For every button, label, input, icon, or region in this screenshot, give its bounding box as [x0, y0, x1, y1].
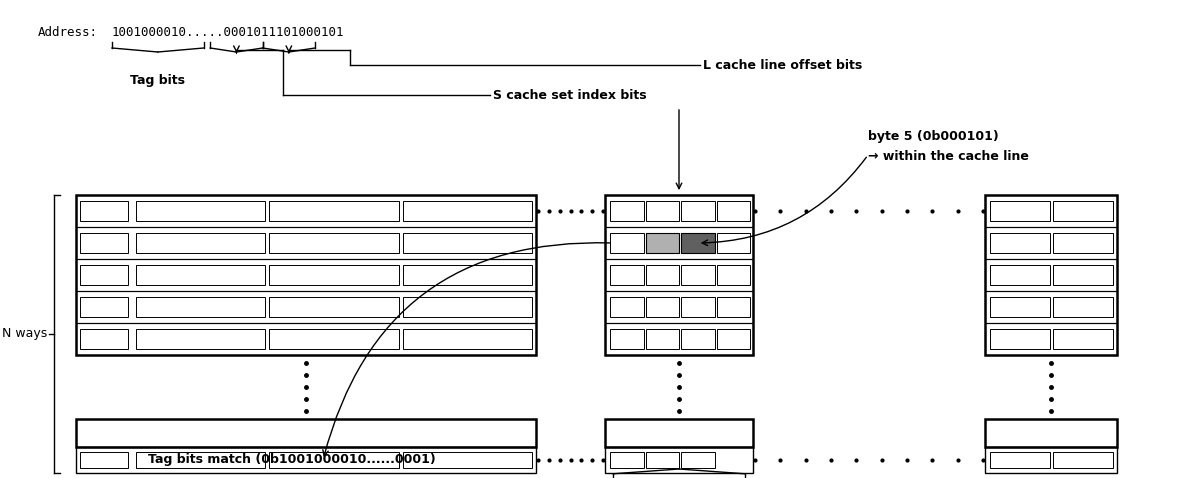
Bar	[270, 297, 399, 317]
Bar	[1053, 297, 1113, 317]
Bar	[605, 291, 753, 323]
Bar	[402, 452, 533, 468]
Bar	[76, 419, 536, 447]
Bar	[990, 297, 1050, 317]
Bar	[985, 447, 1118, 473]
Bar	[716, 201, 750, 221]
Bar	[402, 297, 533, 317]
Text: N ways: N ways	[1, 327, 47, 340]
Bar	[1053, 265, 1113, 285]
Bar	[716, 265, 750, 285]
Bar	[136, 329, 265, 349]
Bar	[76, 259, 536, 291]
Bar	[402, 329, 533, 349]
Text: Address:: Address:	[38, 25, 98, 39]
Bar	[681, 233, 714, 253]
Bar	[605, 195, 753, 227]
Bar	[605, 259, 753, 291]
Bar	[646, 329, 679, 349]
Bar	[716, 297, 750, 317]
Bar	[80, 297, 128, 317]
Bar	[990, 233, 1050, 253]
Bar	[136, 297, 265, 317]
Bar	[990, 452, 1050, 468]
Bar	[1053, 201, 1113, 221]
Bar	[990, 329, 1050, 349]
Bar	[681, 297, 714, 317]
Bar	[136, 265, 265, 285]
Bar	[610, 297, 644, 317]
Bar	[990, 201, 1050, 221]
Bar	[605, 419, 753, 447]
Bar	[985, 419, 1118, 447]
Bar	[716, 233, 750, 253]
Bar	[985, 291, 1118, 323]
Bar	[985, 227, 1118, 259]
Text: byte 5 (0b000101): byte 5 (0b000101)	[868, 130, 998, 143]
Bar	[136, 452, 265, 468]
Bar	[270, 233, 399, 253]
Text: S cache set index bits: S cache set index bits	[493, 88, 647, 101]
Bar	[610, 265, 644, 285]
Bar	[270, 329, 399, 349]
Bar	[985, 195, 1118, 227]
Text: 1001000010.....0001011101000101: 1001000010.....0001011101000101	[112, 25, 345, 39]
Bar	[646, 201, 679, 221]
Bar	[1053, 233, 1113, 253]
Bar	[605, 323, 753, 355]
Bar	[681, 201, 714, 221]
Bar	[76, 447, 536, 473]
Bar	[646, 265, 679, 285]
Bar	[76, 195, 536, 227]
Bar	[136, 233, 265, 253]
Bar	[990, 265, 1050, 285]
Bar	[80, 452, 128, 468]
Bar	[610, 233, 644, 253]
Bar	[985, 259, 1118, 291]
Bar	[270, 201, 399, 221]
Bar	[402, 265, 533, 285]
Bar	[136, 201, 265, 221]
Bar	[985, 195, 1118, 355]
Bar	[80, 329, 128, 349]
Bar	[270, 265, 399, 285]
Bar	[985, 323, 1118, 355]
Bar	[646, 297, 679, 317]
Bar	[402, 201, 533, 221]
Bar	[646, 452, 679, 468]
Bar	[646, 233, 679, 253]
Bar	[402, 233, 533, 253]
Bar	[76, 291, 536, 323]
Text: → within the cache line: → within the cache line	[868, 150, 1029, 163]
Bar	[80, 265, 128, 285]
Bar	[610, 452, 644, 468]
Bar	[681, 233, 714, 253]
Bar	[605, 195, 753, 355]
Bar	[681, 452, 714, 468]
Text: Tag bits: Tag bits	[130, 74, 185, 87]
Bar	[76, 195, 536, 355]
Bar	[716, 329, 750, 349]
Bar	[80, 233, 128, 253]
Bar	[270, 452, 399, 468]
Bar	[610, 201, 644, 221]
Text: L cache line offset bits: L cache line offset bits	[703, 58, 862, 72]
Bar	[605, 227, 753, 259]
Bar	[80, 201, 128, 221]
Bar	[681, 265, 714, 285]
Bar	[1053, 452, 1113, 468]
Text: Tag bits match (0b1001000010......0001): Tag bits match (0b1001000010......0001)	[148, 454, 436, 467]
Bar	[610, 329, 644, 349]
Bar	[76, 227, 536, 259]
Bar	[1053, 329, 1113, 349]
Bar	[646, 233, 679, 253]
Bar	[76, 323, 536, 355]
Bar	[605, 447, 753, 473]
Bar	[681, 329, 714, 349]
